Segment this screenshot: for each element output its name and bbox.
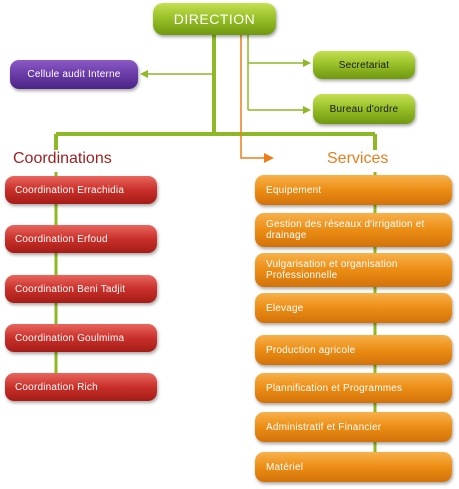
coordination-box-5: Coordination Rich	[5, 373, 157, 401]
service-label: Equipement	[266, 184, 322, 196]
audit-box: Cellule audit Interne	[10, 60, 138, 89]
service-label: Plannification et Programmes	[266, 382, 403, 394]
service-label: Gestion des réseaux d'irrigation et drai…	[266, 219, 425, 241]
coordinations-heading: Coordinations	[13, 150, 112, 167]
bureau-ordre-label: Bureau d'ordre	[329, 103, 399, 115]
service-label: Vulgarisation et organisation Profession…	[266, 259, 398, 281]
coordination-label: Coordination Erfoud	[15, 233, 108, 245]
service-box-3: Vulgarisation et organisation Profession…	[255, 253, 452, 287]
service-box-4: Elevage	[255, 293, 452, 323]
bureau-ordre-box: Bureau d'ordre	[313, 94, 415, 124]
audit-label: Cellule audit Interne	[27, 69, 121, 80]
service-label: Administratif et Financier	[266, 421, 382, 433]
service-box-6: Plannification et Programmes	[255, 373, 452, 403]
coordination-label: Coordination Goulmima	[15, 332, 125, 344]
service-label: Elevage	[266, 302, 304, 314]
service-box-8: Matériel	[255, 452, 452, 482]
direction-label: DIRECTION	[173, 10, 256, 27]
coordination-box-1: Coordination Errachidia	[5, 176, 157, 204]
secretariat-label: Secretariat	[338, 59, 390, 71]
coordination-box-4: Coordination Goulmima	[5, 324, 157, 352]
services-arrow	[240, 34, 274, 163]
service-box-7: Administratif et Financier	[255, 412, 452, 442]
coordination-box-3: Coordination Beni Tadjit	[5, 275, 157, 303]
direction-box: DIRECTION	[153, 3, 276, 35]
coordination-label: Coordination Errachidia	[15, 184, 125, 196]
services-heading: Services	[327, 150, 389, 167]
secretariat-box: Secretariat	[313, 51, 415, 79]
service-box-1: Equipement	[255, 175, 452, 205]
service-box-2: Gestion des réseaux d'irrigation et drai…	[255, 213, 452, 247]
coordination-label: Coordination Rich	[15, 381, 98, 393]
service-box-5: Production agricole	[255, 335, 452, 365]
service-label: Matériel	[266, 461, 304, 473]
service-label: Production agricole	[266, 344, 356, 356]
coordination-box-2: Coordination Erfoud	[5, 225, 157, 253]
coordination-label: Coordination Beni Tadjit	[15, 283, 126, 295]
